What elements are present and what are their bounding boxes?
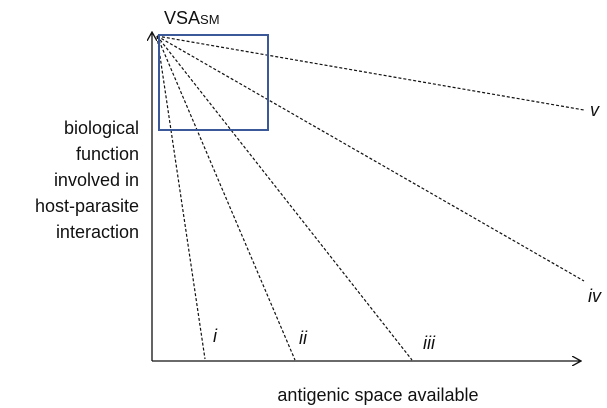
- line-label: v: [590, 100, 600, 120]
- y-axis-label: function: [76, 144, 139, 164]
- y-axis-label: involved in: [54, 170, 139, 190]
- y-axis-label: interaction: [56, 222, 139, 242]
- line-label: i: [213, 326, 218, 346]
- dashed-line: [156, 35, 585, 111]
- dashed-line: [156, 35, 413, 361]
- box-label-sub: SM: [200, 12, 220, 27]
- line-label: ii: [299, 328, 308, 348]
- y-axis-label: host-parasite: [35, 196, 139, 216]
- dashed-line: [156, 35, 296, 361]
- dashed-line: [156, 35, 585, 282]
- x-axis-label: antigenic space available: [277, 385, 478, 405]
- vsa-box: [158, 34, 269, 131]
- line-label: iii: [423, 333, 436, 353]
- y-axis-label: biological: [64, 118, 139, 138]
- box-label-main: VSA: [164, 8, 200, 28]
- dashed-line: [156, 35, 206, 360]
- box-label: VSASM: [164, 8, 220, 28]
- line-label: iv: [588, 286, 602, 306]
